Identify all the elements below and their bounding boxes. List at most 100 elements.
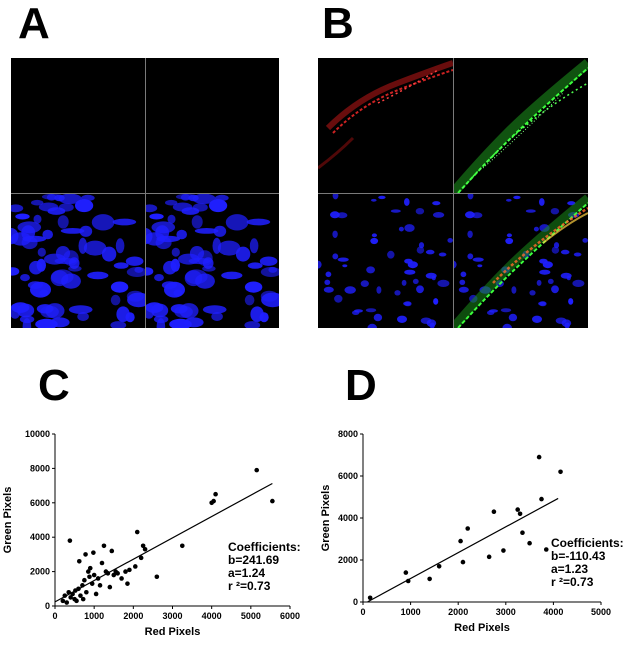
nucleus-blob (538, 301, 546, 306)
nucleus-blob (551, 285, 559, 294)
x-axis-title: Red Pixels (454, 622, 510, 634)
nucleus-blob (467, 193, 474, 200)
nucleus-blob (573, 252, 582, 257)
nucleus-blob (244, 281, 263, 293)
nucleus-blob (156, 318, 166, 328)
coefficient-text: r ²=0.73 (551, 575, 594, 589)
y-tick-label: 8000 (30, 463, 50, 473)
data-point (107, 584, 113, 590)
nucleus-blob (45, 303, 65, 319)
y-tick-label: 8000 (338, 429, 358, 439)
nucleus-blob (354, 309, 363, 313)
micrograph-b-bottom-left (318, 193, 453, 328)
coefficient-text: Coefficients: (228, 540, 301, 554)
nucleus-blob (221, 271, 243, 280)
nucleus-blob (438, 252, 447, 257)
data-point (123, 569, 128, 574)
nucleus-blob (209, 199, 228, 213)
nucleus-blob (259, 256, 278, 266)
nucleus-blob (51, 269, 74, 285)
nucleus-blob (511, 286, 517, 294)
merged-image (453, 193, 588, 328)
nucleus-blob (432, 212, 445, 218)
nucleus-blob (502, 323, 512, 328)
micrograph-b (318, 58, 588, 328)
nucleus-blob (57, 215, 69, 229)
coefficient-text: a=1.24 (228, 566, 265, 580)
nucleus-blob (110, 294, 121, 306)
nucleus-blob (506, 198, 512, 202)
nucleus-blob (568, 298, 574, 305)
data-point (76, 558, 82, 564)
nucleus-blob (403, 301, 411, 306)
data-point (536, 454, 542, 460)
x-tick-label: 4000 (543, 607, 563, 617)
nucleus-blob (154, 274, 164, 282)
nucleus-blob (197, 250, 213, 266)
nucleus-blob (582, 238, 588, 243)
nucleus-blob (151, 303, 169, 318)
data-point (115, 571, 120, 576)
panel-label-b: B (322, 0, 354, 48)
nucleus-blob (337, 257, 349, 262)
x-tick-label: 0 (360, 607, 365, 617)
nucleus-blob (244, 321, 261, 328)
data-point (70, 591, 75, 597)
blue-nuclei-image (11, 193, 145, 328)
x-tick-label: 1000 (84, 611, 104, 621)
data-point (93, 591, 99, 597)
panel-label-a: A (18, 0, 50, 48)
coefficient-text: b=-110.43 (551, 549, 606, 563)
nucleus-blob (332, 230, 338, 238)
nucleus-blob (318, 260, 322, 269)
data-point (99, 560, 105, 566)
nucleus-blob (513, 195, 521, 200)
coefficient-text: b=241.69 (228, 553, 279, 567)
micrograph-b-top-right (453, 58, 588, 193)
nucleus-blob (75, 199, 94, 213)
nucleus-blob (185, 269, 208, 285)
nucleus-blob (378, 195, 386, 200)
x-tick-label: 2000 (448, 607, 468, 617)
nucleus-blob (211, 312, 223, 321)
micrograph-a-top-right (145, 58, 279, 193)
micrograph-b-bottom-right (453, 193, 588, 328)
nucleus-blob (500, 308, 512, 313)
x-tick-label: 4000 (202, 611, 222, 621)
x-tick-label: 3000 (162, 611, 182, 621)
nucleus-blob (194, 228, 219, 234)
micrograph-a-bottom-left (11, 193, 145, 328)
data-point (127, 567, 132, 573)
nucleus-blob (332, 253, 339, 260)
y-tick-label: 0 (45, 601, 50, 611)
scatter-plot-c-svg: 0 1000 2000 3000 4000 5000 6000 0 2000 4000 6000 80… (2, 429, 301, 638)
data-point (111, 572, 117, 578)
nucleus-blob (145, 232, 166, 246)
nucleus-blob (127, 292, 145, 308)
data-point (78, 593, 83, 598)
nucleus-blob (173, 289, 183, 297)
nucleus-blob (244, 294, 255, 306)
x-tick-label: 5000 (591, 607, 611, 617)
coefficient-text: a=1.23 (551, 562, 588, 576)
data-point (515, 507, 520, 512)
nucleus-blob (412, 278, 419, 284)
data-point (62, 593, 68, 598)
data-point (436, 564, 442, 569)
nucleus-blob (371, 233, 377, 238)
data-point (80, 596, 86, 602)
nucleus-blob (431, 275, 436, 281)
nucleus-blob (217, 240, 241, 256)
nucleus-blob (36, 258, 46, 272)
nucleus-blob (110, 281, 129, 293)
data-point (154, 574, 160, 580)
nucleus-blob (115, 238, 125, 254)
nucleus-blob (404, 224, 415, 232)
nucleus-blob (246, 218, 271, 226)
data-point (60, 598, 66, 604)
data-point (68, 595, 73, 600)
y-tick-label: 4000 (338, 513, 358, 523)
y-tick-label: 6000 (338, 471, 358, 481)
data-point (501, 548, 506, 553)
nucleus-blob (325, 271, 332, 278)
